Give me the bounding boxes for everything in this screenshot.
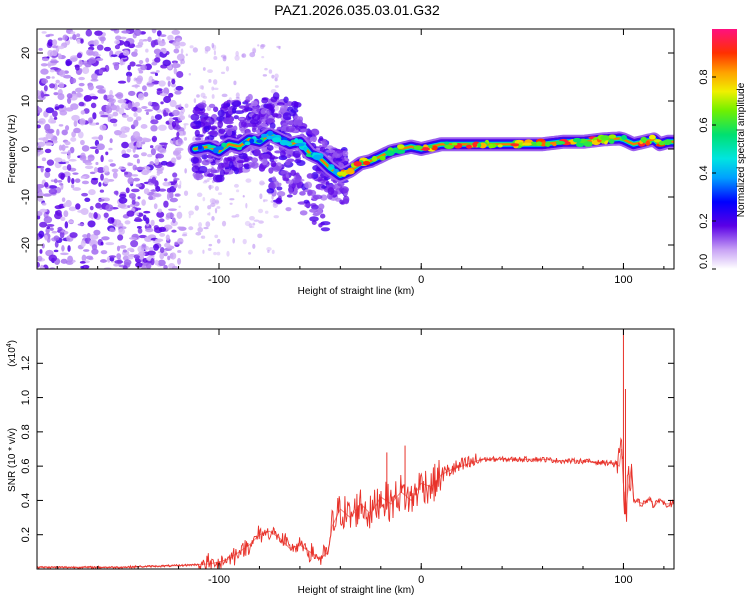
- colorbar-tick-label: 0.0: [698, 254, 710, 269]
- spectrogram-noise-speckle: [37, 29, 282, 269]
- spectrogram-y-tick-label: 10: [20, 95, 32, 107]
- snr-y-tick-label: 0.2: [20, 527, 32, 542]
- snr-y-ticks: 1.2 1.0 0.8 0.6 0.4 0.2: [20, 356, 674, 542]
- snr-x-axis-label: Height of straight line (km): [298, 585, 415, 596]
- snr-plot-area: [37, 329, 674, 569]
- spectrogram-x-tick-label: 100: [614, 274, 632, 286]
- spectrogram-y-tick-label: 0: [20, 146, 32, 152]
- spectrogram-y-tick-label: -10: [20, 189, 32, 205]
- snr-y-tick-label: 0.6: [20, 458, 32, 473]
- snr-y-tick-label: 0.4: [20, 493, 32, 508]
- colorbar-tick-label: 0.4: [698, 165, 710, 180]
- snr-y-tick-label: 1.2: [20, 356, 32, 371]
- snr-series-envelope: [37, 448, 674, 568]
- colorbar-gradient: [712, 29, 737, 269]
- snr-y-tick-label: 0.8: [20, 424, 32, 439]
- spectrogram-x-tick-label: -100: [208, 274, 230, 286]
- snr-panel: -100 0 100 1.2 1.0 0.8 0.6 0.4 0.2 Height of st…: [6, 328, 675, 596]
- snr-scale-label: (x104): [6, 340, 18, 367]
- spectrogram-plot-area: [37, 29, 674, 269]
- spectrogram-ridge: [187, 127, 674, 183]
- spectrogram-y-ticks: 20 10 0 -10 -20: [20, 47, 674, 253]
- snr-x-tick-label: -100: [208, 574, 230, 586]
- snr-frame: [36, 328, 675, 570]
- snr-x-tick-label: 100: [614, 574, 632, 586]
- colorbar-tick-label: 0.6: [698, 117, 710, 132]
- spectrogram-y-axis-label: Frequency (Hz): [7, 115, 18, 184]
- snr-y-axis-label: SNR (10 * v/v): [7, 428, 18, 492]
- spectrogram-y-tick-label: -20: [20, 237, 32, 253]
- snr-scale-base: (x10: [7, 347, 18, 367]
- spectrogram-y-tick-label: 20: [20, 47, 32, 59]
- snr-series-line: [37, 437, 674, 569]
- colorbar-tick-label: 0.8: [698, 69, 710, 84]
- snr-x-ticks: -100 0 100: [56, 329, 665, 586]
- colorbar-label: Normalized spectral amplitude: [736, 82, 747, 217]
- figure-title: PAZ1.2026.035.03.01.G32: [274, 2, 440, 18]
- spectrogram-x-tick-label: 0: [418, 274, 424, 286]
- spectrogram-x-ticks: -100 0 100: [56, 29, 665, 286]
- snr-y-tick-label: 1.0: [20, 390, 32, 405]
- spectrogram-x-axis-label: Height of straight line (km): [298, 286, 415, 297]
- snr-scale-exponent: 4: [6, 343, 13, 347]
- colorbar-tick-label: 0.2: [698, 213, 710, 228]
- snr-x-tick-label: 0: [418, 574, 424, 586]
- colorbar-ticks: 0.0 0.2 0.4 0.6 0.8: [698, 69, 716, 270]
- colorbar: 0.0 0.2 0.4 0.6 0.8 Normalized spectral ampl…: [698, 29, 747, 270]
